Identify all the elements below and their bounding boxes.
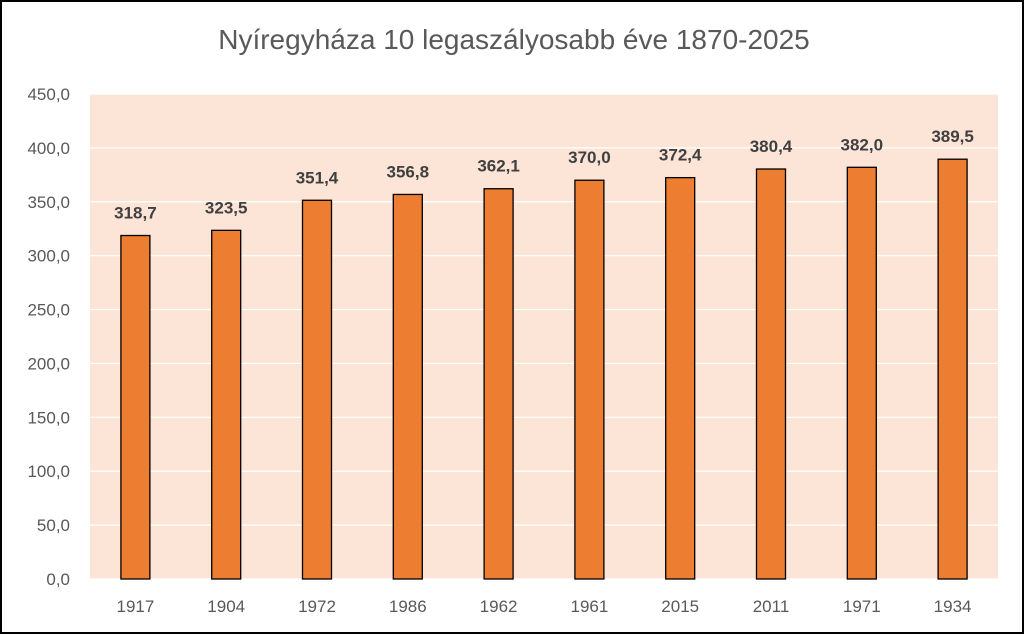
y-tick-label: 0,0 — [46, 570, 70, 589]
x-tick-label: 1971 — [843, 597, 881, 616]
bar-2015 — [665, 176, 696, 580]
x-tick-label: 1917 — [116, 597, 154, 616]
bar-1986 — [392, 193, 423, 580]
x-tick-label: 1961 — [570, 597, 608, 616]
bar-2011 — [755, 168, 787, 580]
data-label: 351,4 — [296, 168, 339, 187]
y-tick-label: 400,0 — [27, 139, 70, 158]
bar-series — [120, 158, 968, 580]
y-tick-label: 350,0 — [27, 193, 70, 212]
x-tick-label: 2015 — [661, 597, 699, 616]
data-label: 389,5 — [931, 127, 974, 146]
data-label: 372,4 — [659, 146, 702, 165]
bar-1917 — [120, 234, 151, 580]
y-tick-label: 300,0 — [27, 247, 70, 266]
y-tick-label: 450,0 — [27, 85, 70, 104]
data-label: 380,4 — [750, 137, 793, 156]
bar-1904 — [211, 229, 242, 580]
x-tick-label: 1962 — [480, 597, 518, 616]
x-axis-ticks: 1917 1904 1972 1986 1962 1961 2015 2011 1971 1934 — [116, 597, 971, 616]
x-tick-label: 1986 — [389, 597, 427, 616]
data-label: 382,0 — [841, 135, 884, 154]
chart-title: Nyíregyháza 10 legaszályosabb éve 1870-2… — [218, 24, 810, 55]
y-tick-label: 100,0 — [27, 462, 70, 481]
y-tick-label: 200,0 — [27, 354, 70, 373]
data-label: 370,0 — [568, 148, 611, 167]
y-tick-label: 250,0 — [27, 301, 70, 320]
data-label: 356,8 — [387, 162, 430, 181]
y-tick-label: 150,0 — [27, 408, 70, 427]
bar-1971 — [846, 166, 877, 580]
x-tick-label: 2011 — [753, 597, 790, 616]
bar-1972 — [301, 199, 333, 580]
x-tick-label: 1934 — [934, 597, 972, 616]
bar-1934 — [937, 158, 968, 580]
data-label: 318,7 — [114, 204, 157, 223]
bar-1961 — [574, 179, 605, 580]
x-tick-label: 1972 — [298, 597, 336, 616]
data-label: 323,5 — [205, 198, 248, 217]
y-axis-ticks: 0,0 50,0 100,0 150,0 200,0 250,0 300,0 350,0 400… — [27, 85, 70, 589]
data-label: 362,1 — [477, 157, 520, 176]
x-tick-label: 1904 — [207, 597, 245, 616]
bar-1962 — [483, 188, 514, 580]
y-tick-label: 50,0 — [37, 516, 70, 535]
data-labels: 318,7 323,5 351,4 356,8 362,1 370,0 372,4 380,4… — [114, 127, 974, 222]
